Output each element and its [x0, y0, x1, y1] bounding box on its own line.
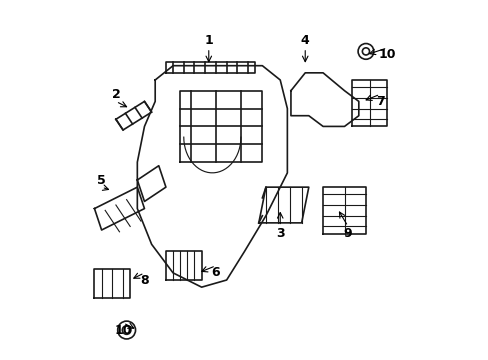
Polygon shape [258, 187, 308, 223]
Polygon shape [180, 91, 262, 162]
Text: 5: 5 [97, 174, 106, 186]
Text: 7: 7 [375, 95, 384, 108]
Polygon shape [116, 102, 151, 130]
Text: 10: 10 [378, 49, 395, 62]
Text: 1: 1 [204, 34, 213, 47]
Polygon shape [137, 66, 287, 287]
Text: 2: 2 [111, 88, 120, 101]
Polygon shape [165, 62, 255, 73]
Polygon shape [351, 80, 386, 126]
Polygon shape [94, 269, 130, 298]
Polygon shape [290, 73, 358, 126]
Polygon shape [165, 251, 201, 280]
Text: 10: 10 [114, 324, 132, 337]
Polygon shape [94, 187, 144, 230]
Text: 8: 8 [140, 274, 148, 287]
Text: 9: 9 [343, 227, 352, 240]
Polygon shape [323, 187, 365, 234]
Text: 4: 4 [300, 34, 309, 47]
Polygon shape [137, 166, 165, 202]
Text: 3: 3 [275, 227, 284, 240]
Text: 6: 6 [211, 266, 220, 279]
